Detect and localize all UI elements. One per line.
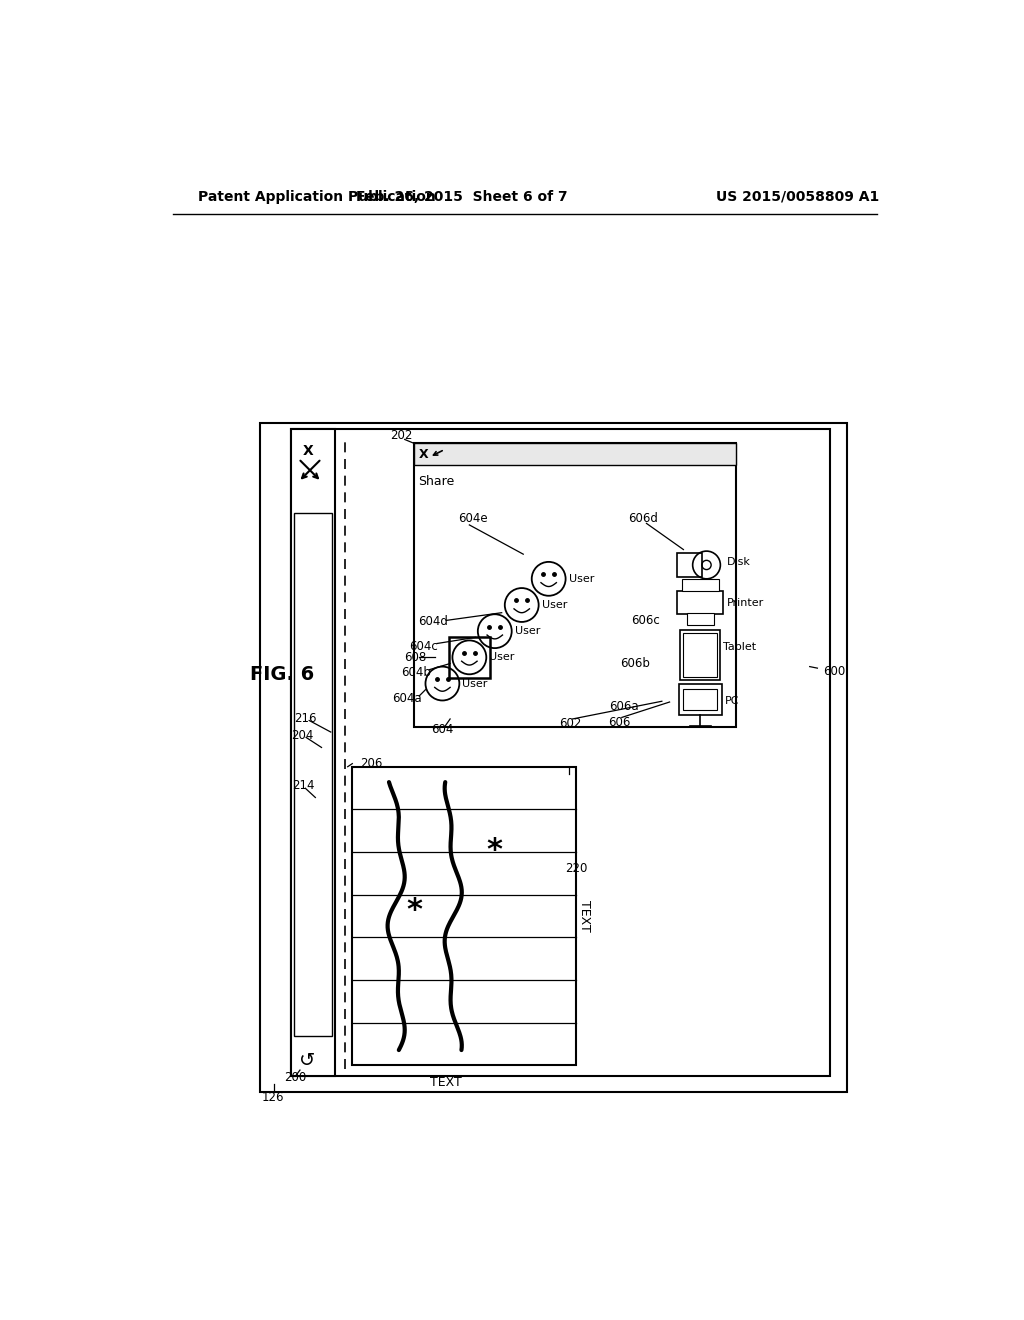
Text: 606: 606	[608, 715, 631, 729]
Text: Disk: Disk	[727, 557, 751, 566]
Text: 606b: 606b	[621, 657, 650, 671]
Text: 606c: 606c	[631, 614, 659, 627]
Bar	[260, 424, 847, 1092]
Text: *: *	[486, 836, 503, 865]
Text: 214: 214	[292, 779, 314, 792]
Bar	[686, 612, 714, 626]
Text: Tablet: Tablet	[724, 643, 757, 652]
Bar	[680, 631, 720, 680]
Text: 604a: 604a	[392, 693, 422, 705]
Text: US 2015/0058809 A1: US 2015/0058809 A1	[716, 190, 879, 203]
Text: User: User	[463, 678, 487, 689]
Bar	[291, 429, 336, 1076]
Text: 604d: 604d	[419, 615, 449, 628]
Text: ↺: ↺	[299, 1051, 315, 1071]
Bar	[682, 578, 719, 591]
Text: User: User	[568, 574, 594, 583]
Bar	[414, 444, 736, 465]
Text: 204: 204	[291, 730, 313, 742]
Bar	[679, 684, 722, 715]
Text: 200: 200	[285, 1072, 307, 1084]
Text: Share: Share	[419, 475, 455, 488]
Text: 604b: 604b	[401, 667, 431, 680]
Text: FIG. 6: FIG. 6	[250, 665, 314, 684]
Text: 126: 126	[261, 1092, 284, 1105]
Text: *: *	[406, 895, 422, 924]
Text: User: User	[515, 626, 541, 636]
Text: 600: 600	[823, 665, 846, 677]
Text: User: User	[489, 652, 515, 663]
Text: Printer: Printer	[727, 598, 764, 607]
Text: Feb. 26, 2015  Sheet 6 of 7: Feb. 26, 2015 Sheet 6 of 7	[356, 190, 567, 203]
Text: X: X	[302, 444, 313, 458]
Text: TEXT: TEXT	[430, 1076, 462, 1089]
Text: 602: 602	[559, 717, 581, 730]
Text: User: User	[542, 601, 567, 610]
Text: 220: 220	[565, 862, 587, 875]
Text: X: X	[419, 447, 428, 461]
Text: 604c: 604c	[410, 640, 438, 653]
Bar	[683, 689, 717, 710]
Bar	[291, 429, 829, 1076]
Bar	[683, 634, 717, 677]
Bar	[414, 444, 736, 726]
Text: 216: 216	[294, 713, 316, 726]
Text: 206: 206	[360, 758, 382, 770]
Bar	[677, 591, 724, 614]
Bar	[677, 553, 701, 577]
Text: 606d: 606d	[628, 512, 657, 525]
Text: 606a: 606a	[609, 700, 639, 713]
Text: 604e: 604e	[458, 512, 487, 525]
Text: 604: 604	[431, 723, 454, 737]
Bar	[449, 636, 490, 678]
Bar	[352, 767, 575, 1065]
Text: PC: PC	[725, 696, 739, 706]
Text: Patent Application Publication: Patent Application Publication	[199, 190, 436, 203]
Text: 202: 202	[390, 429, 413, 442]
Bar	[294, 512, 333, 1036]
Text: 608: 608	[403, 651, 426, 664]
Text: TEXT: TEXT	[579, 900, 592, 932]
